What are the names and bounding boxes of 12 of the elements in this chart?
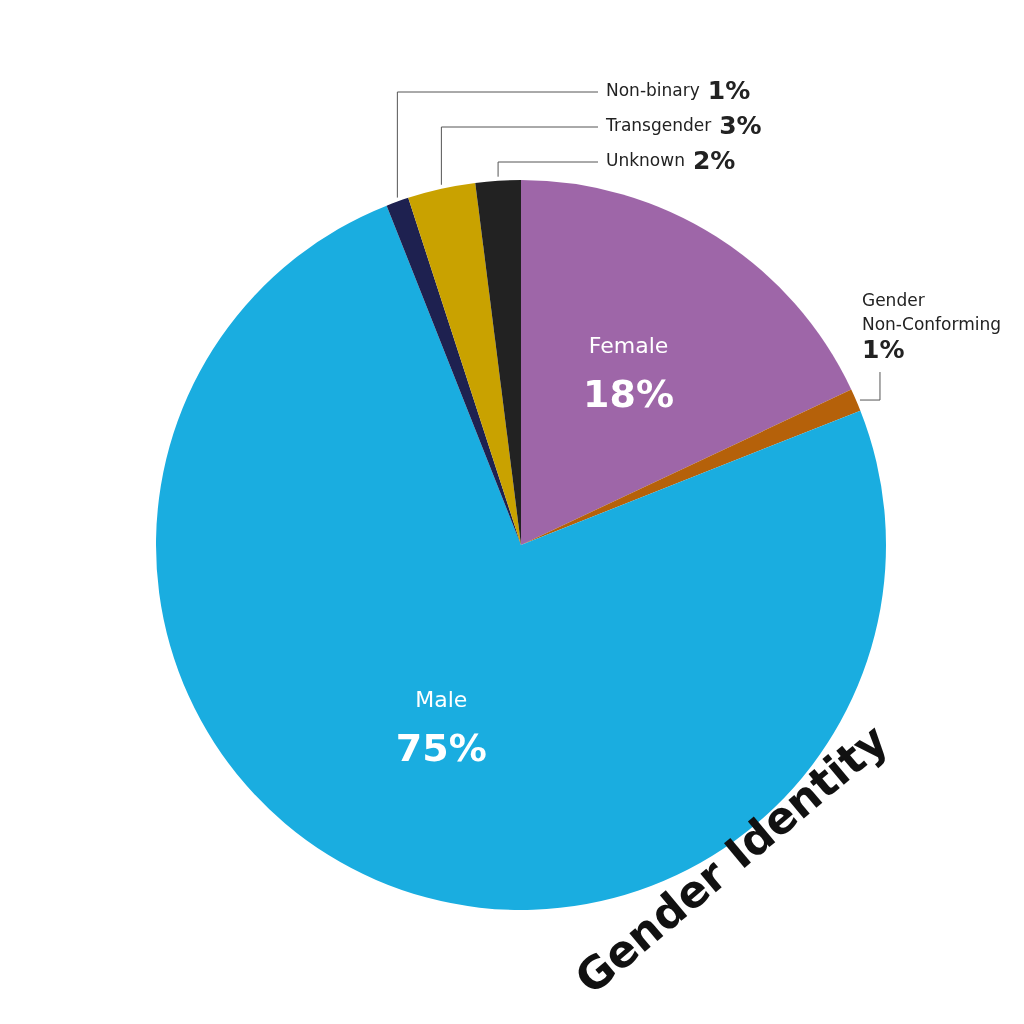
slice-label: Unknown [606, 150, 685, 171]
data-label: 1% [861, 335, 905, 365]
data-label: 75% [395, 726, 487, 771]
data-label: 3% [719, 110, 762, 140]
data-label: 2% [692, 145, 736, 175]
slice-label: Male [415, 686, 468, 712]
data-label: 18% [583, 372, 675, 417]
data-label: 1% [707, 75, 751, 105]
slice-label: Female [588, 333, 669, 359]
slice-label: Non-binary [606, 80, 700, 101]
slice-label: Transgender [605, 115, 712, 136]
slice-label: Gender Non-Conforming [861, 290, 1001, 335]
